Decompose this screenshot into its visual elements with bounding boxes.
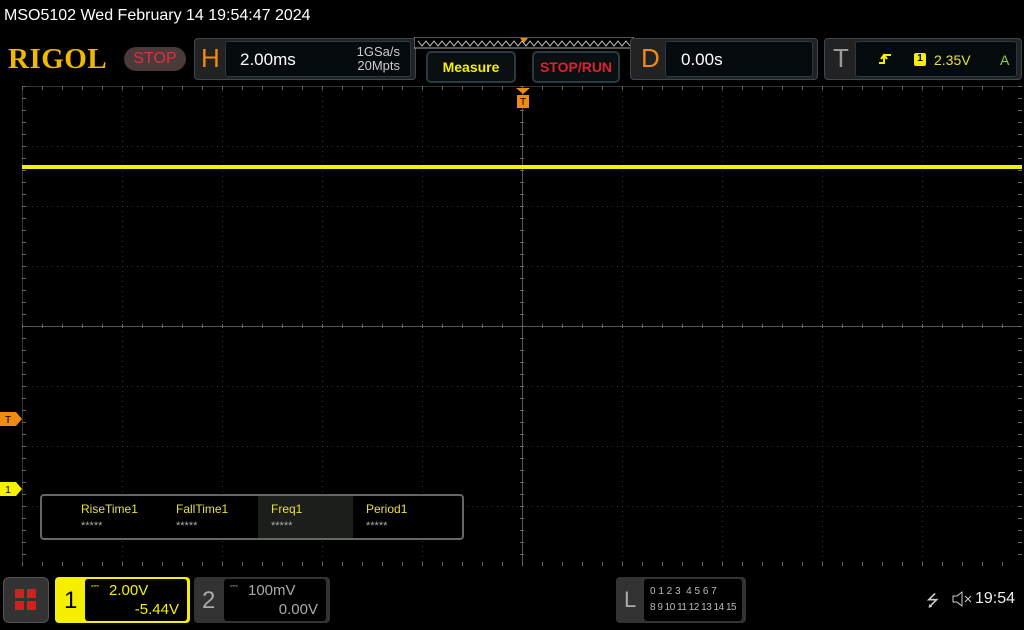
channel1-box[interactable]: 1 ⎓ 2.00V -5.44V bbox=[55, 577, 190, 623]
trigger-source: 1 bbox=[914, 53, 926, 66]
horizontal-panel[interactable]: H 2.00ms 1GSa/s 20Mpts bbox=[194, 38, 416, 80]
trigger-level: 2.35V bbox=[934, 52, 971, 68]
channel2-scale: 100mV bbox=[248, 582, 296, 599]
channel2-offset: 0.00V bbox=[278, 601, 318, 618]
logic-label: L bbox=[624, 587, 637, 612]
measure-label: Freq1 bbox=[271, 502, 303, 516]
trigger-mode: A bbox=[1000, 52, 1010, 68]
rigol-logo: RIGOL bbox=[8, 43, 108, 75]
measurement-panel: RiseTime1 ***** FallTime1 ***** Freq1 *****… bbox=[40, 494, 464, 540]
channel1-number: 1 bbox=[64, 587, 78, 614]
speaker-muted-icon[interactable] bbox=[951, 590, 973, 608]
delay-inner: 0.00s bbox=[665, 41, 813, 77]
channel1-trace bbox=[22, 165, 1022, 169]
measure-value: ***** bbox=[271, 520, 293, 532]
channel2-number: 2 bbox=[202, 587, 216, 614]
usb-icon: ⭍ bbox=[926, 593, 940, 610]
measure-falltime[interactable]: FallTime1 ***** bbox=[163, 496, 258, 538]
channel2-box[interactable]: 2 ⎓ 100mV 0.00V bbox=[194, 577, 330, 623]
trigger-position-marker[interactable]: T bbox=[516, 88, 530, 110]
timebase: 2.00ms bbox=[240, 50, 296, 69]
logic-box[interactable]: L 0 1 2 3 4 5 6 7 8 9 10 11 12 13 14 15 bbox=[616, 577, 746, 623]
menu-button[interactable] bbox=[3, 577, 49, 623]
horizontal-inner: 2.00ms 1GSa/s 20Mpts bbox=[225, 41, 411, 77]
measure-freq[interactable]: Freq1 ***** bbox=[258, 496, 353, 538]
delay-value: 0.00s bbox=[681, 50, 723, 69]
run-state-badge[interactable]: STOP bbox=[124, 47, 186, 71]
trigger-level-marker[interactable]: T bbox=[0, 412, 22, 426]
logic-row1: 0 1 2 3 4 5 6 7 bbox=[650, 586, 717, 597]
channel1-offset: -5.44V bbox=[134, 601, 179, 618]
svg-text:T: T bbox=[520, 97, 526, 108]
measure-period[interactable]: Period1 ***** bbox=[353, 496, 448, 538]
measure-label: Period1 bbox=[366, 502, 408, 516]
measure-label: RiseTime1 bbox=[81, 502, 138, 516]
trigger-inner: 1 2.35V A bbox=[855, 41, 1017, 77]
measure-risetime[interactable]: RiseTime1 ***** bbox=[68, 496, 163, 538]
delay-label: D bbox=[641, 43, 660, 73]
trigger-label: T bbox=[833, 43, 849, 73]
svg-text:T: T bbox=[5, 415, 11, 426]
delay-panel[interactable]: D 0.00s bbox=[630, 38, 818, 80]
measure-value: ***** bbox=[81, 520, 103, 532]
horizontal-label: H bbox=[201, 43, 220, 73]
channel1-inner: ⎓ 2.00V -5.44V bbox=[85, 579, 187, 621]
waveform-overview bbox=[414, 37, 634, 49]
stop-run-button[interactable]: STOP/RUN bbox=[532, 51, 620, 83]
logic-channels: 0 1 2 3 4 5 6 7 8 9 10 11 12 13 14 15 bbox=[644, 579, 742, 621]
measure-value: ***** bbox=[176, 520, 198, 532]
measure-label: FallTime1 bbox=[176, 502, 229, 516]
channel1-offset-marker[interactable]: 1 bbox=[0, 482, 22, 496]
window-title: MSO5102 Wed February 14 19:54:47 2024 bbox=[4, 7, 311, 24]
rising-edge-icon bbox=[879, 53, 891, 64]
trigger-panel[interactable]: T 1 2.35V A bbox=[824, 38, 1022, 80]
channel1-scale: 2.00V bbox=[109, 582, 149, 599]
waveform-grid bbox=[22, 86, 1022, 566]
grid-menu-icon bbox=[15, 589, 36, 610]
measure-value: ***** bbox=[366, 520, 388, 532]
logic-row2: 8 9 10 11 12 13 14 15 bbox=[650, 602, 737, 613]
memory-depth: 20Mpts bbox=[357, 58, 400, 73]
channel2-inner: ⎓ 100mV 0.00V bbox=[224, 579, 326, 621]
clock: 19:54 bbox=[975, 590, 1016, 607]
dc-coupling-icon: ⎓ bbox=[230, 581, 238, 592]
svg-text:1: 1 bbox=[5, 485, 11, 496]
measure-button[interactable]: Measure bbox=[426, 51, 516, 83]
sample-rate: 1GSa/s bbox=[356, 44, 400, 59]
dc-coupling-icon: ⎓ bbox=[91, 581, 99, 592]
